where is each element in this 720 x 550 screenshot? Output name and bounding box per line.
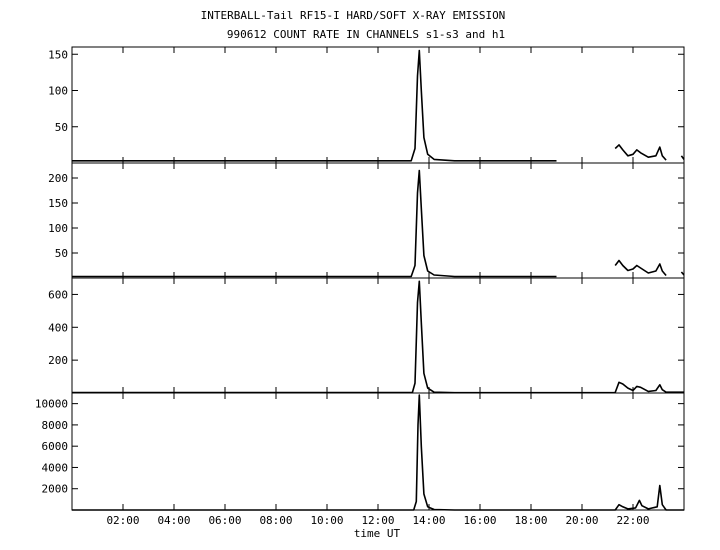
series-line: [72, 394, 684, 511]
y-tick-label: 8000: [42, 419, 69, 432]
x-tick-label: 06:00: [208, 514, 241, 527]
y-tick-label: 150: [48, 197, 68, 210]
y-tick-label: 2000: [42, 483, 69, 496]
y-tick-label: 50: [55, 247, 68, 260]
x-tick-label: 04:00: [157, 514, 190, 527]
y-tick-label: 600: [48, 288, 68, 301]
x-tick-label: 16:00: [463, 514, 496, 527]
series-line: [614, 144, 667, 161]
x-tick-label: 08:00: [259, 514, 292, 527]
panel-frame: [71, 277, 685, 394]
x-tick-label: 20:00: [565, 514, 598, 527]
x-axis-label: time UT: [354, 527, 401, 540]
chart-title: INTERBALL-Tail RF15-I HARD/SOFT X-RAY EM…: [201, 9, 506, 22]
y-tick-label: 100: [48, 85, 68, 98]
series-line: [72, 49, 557, 162]
y-tick-label: 400: [48, 321, 68, 334]
panel-frame: [71, 392, 685, 511]
x-tick-label: 14:00: [412, 514, 445, 527]
y-tick-label: 50: [55, 121, 68, 134]
series-line: [680, 271, 685, 276]
x-tick-label: 02:00: [106, 514, 139, 527]
panels-group: 50 100 150 50 100 150 200 200 400 600 2000 4000 6000…: [35, 46, 685, 511]
panel-2: 50 100 150 200: [48, 162, 685, 279]
y-tick-label: 150: [48, 48, 68, 61]
panel-1: 50 100 150: [48, 46, 685, 164]
panel-3: 200 400 600: [48, 277, 685, 394]
x-tick-label: 12:00: [361, 514, 394, 527]
series-line: [614, 259, 667, 277]
x-tick-label: 18:00: [514, 514, 547, 527]
panel-4: 2000 4000 6000 8000 10000: [35, 392, 685, 511]
series-line: [680, 155, 685, 160]
series-line: [72, 280, 684, 394]
y-tick-label: 100: [48, 222, 68, 235]
x-tick-label: 22:00: [616, 514, 649, 527]
y-tick-label: 4000: [42, 461, 69, 474]
chart-subtitle: 990612 COUNT RATE IN CHANNELS s1-s3 and …: [227, 28, 505, 41]
panel-frame: [71, 162, 685, 279]
y-tick-label: 10000: [35, 398, 68, 411]
x-tick-label: 10:00: [310, 514, 343, 527]
panel-frame: [71, 46, 685, 164]
y-tick-label: 200: [48, 172, 68, 185]
series-line: [72, 169, 557, 278]
x-axis-ticks: 02:00 04:00 06:00 08:00 10:00 12:00 14:00 16:00…: [106, 514, 649, 527]
y-tick-label: 6000: [42, 440, 69, 453]
y-tick-label: 200: [48, 354, 68, 367]
